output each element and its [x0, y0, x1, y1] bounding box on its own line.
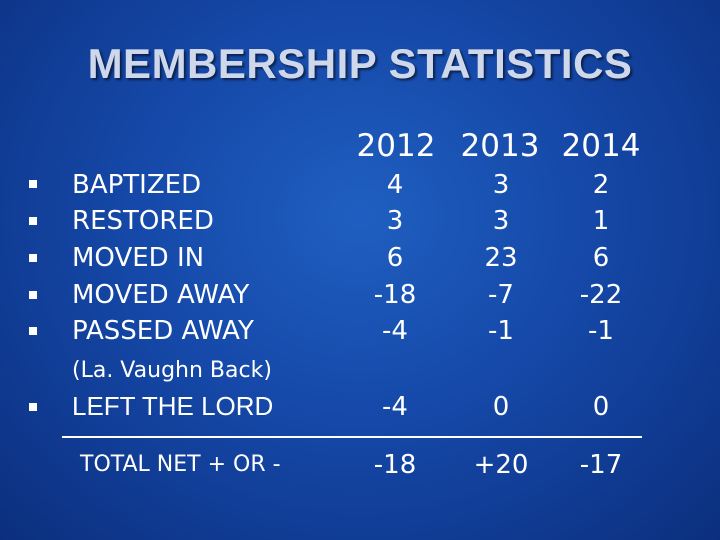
- cell-passed-away-2013: -1: [488, 316, 514, 346]
- row-label-passed-away: PASSED AWAY: [72, 316, 254, 346]
- square-bullet-icon: [29, 254, 37, 262]
- cell-left-2014: 0: [592, 392, 610, 422]
- cell-moved-away-2012: -18: [373, 280, 417, 310]
- square-bullet-icon: [29, 403, 37, 411]
- cell-moved-away-2014: -22: [579, 280, 623, 310]
- cell-total-2014: -17: [579, 450, 623, 480]
- row-label-left-the-lord: LEFT THE LORD: [72, 391, 274, 421]
- square-bullet-icon: [29, 180, 37, 188]
- divider-line: [62, 436, 642, 438]
- cell-moved-in-2014: 6: [592, 243, 610, 273]
- row-label-baptized: BAPTIZED: [72, 170, 202, 200]
- row-label-moved-in: MOVED IN: [72, 243, 205, 273]
- cell-moved-away-2013: -7: [488, 280, 514, 310]
- year-header-2012: 2012: [356, 128, 436, 164]
- cell-restored-2013: 3: [492, 206, 510, 236]
- row-label-moved-away: MOVED AWAY: [72, 280, 250, 310]
- year-header-2013: 2013: [460, 128, 540, 164]
- cell-baptized-2014: 2: [592, 170, 610, 200]
- row-label-total: TOTAL NET + OR -: [80, 452, 281, 477]
- cell-baptized-2012: 4: [386, 170, 404, 200]
- cell-moved-in-2012: 6: [386, 243, 404, 273]
- cell-baptized-2013: 3: [492, 170, 510, 200]
- cell-passed-away-2014: -1: [588, 316, 614, 346]
- cell-left-2012: -4: [382, 392, 408, 422]
- cell-left-2013: 0: [492, 392, 510, 422]
- cell-passed-away-2012: -4: [382, 316, 408, 346]
- year-header-2014: 2014: [561, 128, 641, 164]
- cell-moved-in-2013: 23: [484, 243, 518, 273]
- square-bullet-icon: [29, 291, 37, 299]
- cell-total-2013: +20: [473, 450, 529, 480]
- cell-total-2012: -18: [373, 450, 417, 480]
- cell-restored-2012: 3: [386, 206, 404, 236]
- square-bullet-icon: [29, 327, 37, 335]
- square-bullet-icon: [29, 217, 37, 225]
- cell-restored-2014: 1: [592, 206, 610, 236]
- slide-title: MEMBERSHIP STATISTICS: [87, 40, 633, 87]
- row-label-restored: RESTORED: [72, 206, 214, 236]
- note-text: (La. Vaughn Back): [72, 358, 272, 383]
